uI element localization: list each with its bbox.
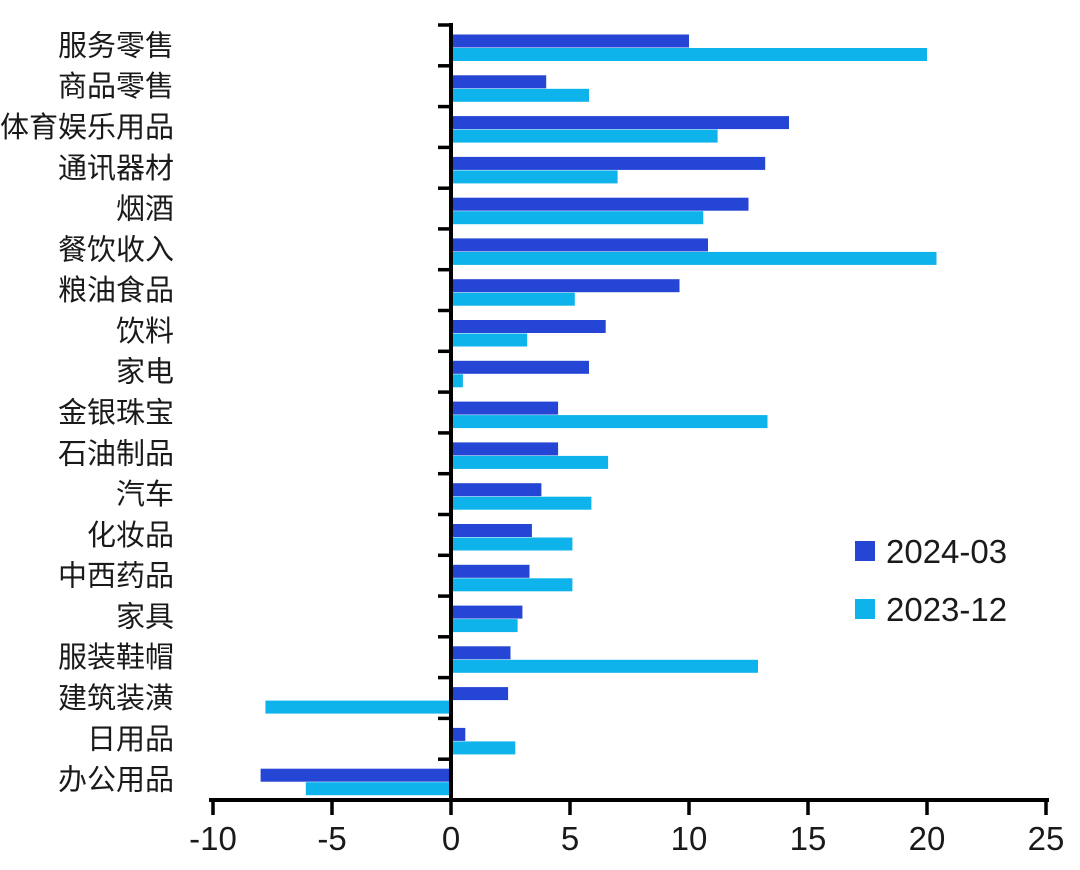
bar-2023-12-商品零售 bbox=[451, 88, 589, 102]
category-label-体育娱乐用品: 体育娱乐用品 bbox=[0, 111, 174, 144]
bar-2023-12-日用品 bbox=[451, 741, 516, 755]
bar-2024-03-日用品 bbox=[451, 727, 466, 741]
bar-2024-03-服装鞋帽 bbox=[451, 646, 511, 660]
bar-2023-12-建筑装潢 bbox=[265, 700, 451, 714]
category-label-家电: 家电 bbox=[116, 356, 174, 389]
legend-item-2024-03: 2024-03 bbox=[855, 532, 1007, 570]
category-label-烟酒: 烟酒 bbox=[116, 193, 174, 226]
category-label-金银珠宝: 金银珠宝 bbox=[58, 397, 174, 430]
bar-2024-03-家电 bbox=[451, 360, 589, 374]
bar-2024-03-通讯器材 bbox=[451, 156, 766, 170]
category-label-商品零售: 商品零售 bbox=[58, 70, 174, 103]
category-label-服装鞋帽: 服装鞋帽 bbox=[58, 641, 174, 674]
category-label-餐饮收入: 餐饮收入 bbox=[58, 233, 174, 266]
category-label-粮油食品: 粮油食品 bbox=[58, 274, 174, 307]
bar-2023-12-烟酒 bbox=[451, 211, 704, 225]
bar-2023-12-粮油食品 bbox=[451, 292, 575, 306]
x-tick-label-5: 5 bbox=[561, 820, 579, 857]
bar-2024-03-烟酒 bbox=[451, 197, 749, 211]
bar-2024-03-服务零售 bbox=[451, 34, 689, 48]
category-label-通讯器材: 通讯器材 bbox=[58, 152, 174, 185]
category-label-服务零售: 服务零售 bbox=[58, 29, 174, 62]
legend-label-2024-03: 2024-03 bbox=[886, 532, 1008, 570]
x-tick-label-25: 25 bbox=[1028, 820, 1065, 857]
x-tick-label-15: 15 bbox=[790, 820, 827, 857]
bar-2024-03-商品零售 bbox=[451, 75, 547, 89]
category-label-家具: 家具 bbox=[116, 600, 174, 633]
bar-2023-12-办公用品 bbox=[305, 782, 451, 796]
bar-2024-03-办公用品 bbox=[260, 768, 451, 782]
x-tick-label-10: 10 bbox=[671, 820, 708, 857]
bar-2023-12-化妆品 bbox=[451, 537, 573, 551]
x-tick-label--5: -5 bbox=[317, 820, 346, 857]
category-label-建筑装潢: 建筑装潢 bbox=[58, 682, 174, 715]
x-tick-label--10: -10 bbox=[189, 820, 237, 857]
bar-2024-03-建筑装潢 bbox=[451, 687, 509, 701]
category-label-办公用品: 办公用品 bbox=[58, 764, 174, 797]
x-tick-label-20: 20 bbox=[909, 820, 946, 857]
bar-2023-12-石油制品 bbox=[451, 455, 609, 469]
bar-2023-12-金银珠宝 bbox=[451, 415, 768, 429]
bar-2023-12-汽车 bbox=[451, 496, 592, 510]
bar-2024-03-金银珠宝 bbox=[451, 401, 559, 415]
bar-2024-03-汽车 bbox=[451, 483, 542, 497]
bar-2024-03-餐饮收入 bbox=[451, 238, 708, 252]
category-label-化妆品: 化妆品 bbox=[87, 519, 174, 552]
legend-label-2023-12: 2023-12 bbox=[886, 590, 1008, 628]
category-label-日用品: 日用品 bbox=[87, 724, 174, 756]
bar-2023-12-通讯器材 bbox=[451, 170, 618, 184]
bar-2024-03-家具 bbox=[451, 605, 523, 619]
bar-2023-12-家电 bbox=[451, 374, 463, 388]
bar-2023-12-服装鞋帽 bbox=[451, 659, 758, 673]
bar-2023-12-体育娱乐用品 bbox=[451, 129, 718, 143]
legend-swatch-2024-03-icon bbox=[855, 541, 875, 561]
bar-2024-03-饮料 bbox=[451, 320, 606, 333]
bar-2023-12-服务零售 bbox=[451, 48, 927, 61]
category-label-中西药品: 中西药品 bbox=[58, 560, 174, 593]
bar-2024-03-石油制品 bbox=[451, 442, 559, 456]
legend-swatch-2023-12-icon bbox=[855, 599, 875, 619]
category-label-饮料: 饮料 bbox=[116, 315, 174, 348]
legend: 2024-03 2023-12 bbox=[855, 532, 1007, 628]
bar-2024-03-体育娱乐用品 bbox=[451, 116, 789, 130]
bar-2024-03-化妆品 bbox=[451, 524, 532, 537]
bar-2023-12-中西药品 bbox=[451, 578, 573, 592]
x-tick-label-0: 0 bbox=[442, 820, 460, 857]
bar-2023-12-餐饮收入 bbox=[451, 251, 937, 265]
category-label-石油制品: 石油制品 bbox=[58, 437, 174, 470]
legend-item-2023-12: 2023-12 bbox=[855, 590, 1007, 628]
category-label-汽车: 汽车 bbox=[116, 478, 174, 511]
bar-2023-12-家具 bbox=[451, 619, 518, 633]
bar-2024-03-中西药品 bbox=[451, 564, 530, 578]
bar-2024-03-粮油食品 bbox=[451, 279, 680, 293]
bar-2023-12-饮料 bbox=[451, 333, 528, 347]
